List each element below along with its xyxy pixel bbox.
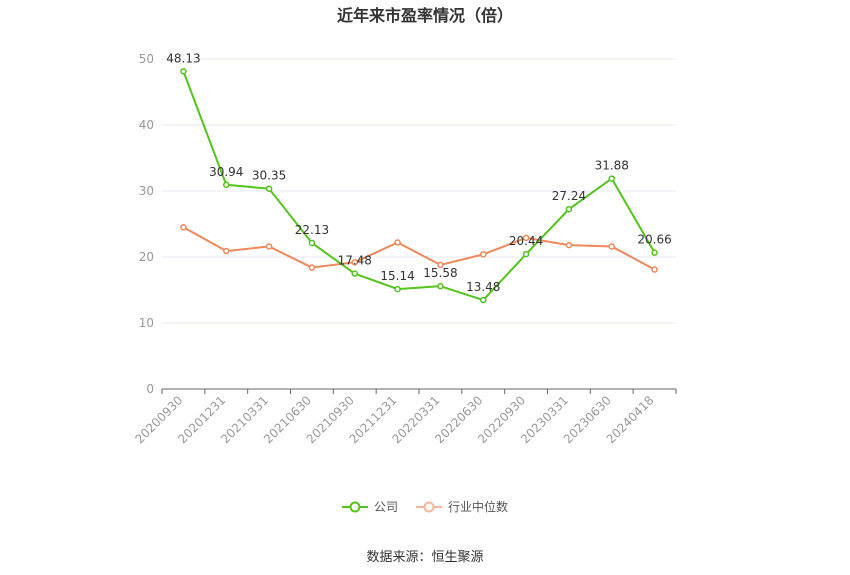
y-tick-label: 30 (139, 184, 154, 198)
industry-data-point (565, 241, 573, 249)
company-data-label: 31.88 (595, 159, 629, 173)
company-data-label: 15.58 (423, 266, 457, 280)
legend-item-company[interactable]: 公司 (341, 498, 398, 515)
company-data-label: 48.13 (166, 51, 200, 65)
industry-data-point (394, 239, 401, 246)
line-chart: 0102030405020200930202012312021033120210… (132, 51, 677, 446)
industry-data-point (223, 247, 230, 255)
y-tick-label: 40 (139, 118, 154, 132)
company-data-point (308, 239, 316, 247)
legend-industry-icon (416, 501, 442, 512)
legend-company-icon (341, 501, 368, 512)
company-data-label: 30.35 (252, 169, 286, 183)
industry-data-point (480, 251, 487, 258)
industry-data-point (651, 266, 658, 273)
industry-data-point (522, 234, 530, 242)
data-labels: 48.13 30.94 30.35 22.13 17.48 15.14 15.58 13.48… (166, 51, 672, 294)
data-source: 数据来源：恒生聚源 (366, 550, 484, 565)
company-data-point (223, 181, 230, 189)
company-data-point (351, 270, 358, 277)
industry-data-point (437, 261, 444, 269)
chart-title: 近年来市盈率情况（倍） (336, 6, 513, 25)
industry-data-point (265, 243, 273, 250)
axes: 0102030405020200930202012312021033120210… (132, 52, 677, 446)
company-data-point (265, 185, 273, 192)
y-tick-label: 10 (139, 316, 154, 330)
industry-data-point (351, 259, 358, 266)
industry-data-point (180, 224, 187, 231)
y-tick-label: 50 (139, 52, 154, 66)
company-data-label: 15.14 (380, 269, 414, 283)
company-data-point (522, 250, 530, 258)
legend-item-industry[interactable]: 行业中位数 (416, 498, 508, 515)
company-series-line (182, 70, 656, 302)
company-data-point (565, 205, 573, 213)
legend-company-label: 公司 (373, 500, 398, 514)
company-data-label: 20.44 (509, 234, 543, 248)
industry-data-point (608, 243, 615, 250)
y-tick-label: 20 (139, 250, 154, 264)
grid-lines (162, 58, 676, 324)
industry-series-line (182, 226, 656, 271)
legend-industry-label: 行业中位数 (448, 500, 509, 514)
company-data-label: 22.13 (295, 223, 329, 237)
series (180, 68, 658, 304)
company-data-point (180, 68, 187, 75)
legend: 公司 行业中位数 (0, 498, 850, 515)
company-data-label: 17.48 (338, 254, 372, 268)
company-data-point (651, 249, 658, 256)
company-data-label: 13.48 (466, 280, 500, 294)
company-data-point (608, 175, 615, 182)
company-data-label: 30.94 (209, 165, 243, 179)
company-data-label: 20.66 (637, 233, 671, 247)
company-data-label: 27.24 (552, 189, 586, 203)
y-tick-label: 0 (146, 382, 154, 396)
company-data-point (480, 296, 487, 304)
company-data-point (437, 282, 444, 290)
industry-data-point (308, 264, 316, 271)
company-data-point (394, 285, 401, 293)
